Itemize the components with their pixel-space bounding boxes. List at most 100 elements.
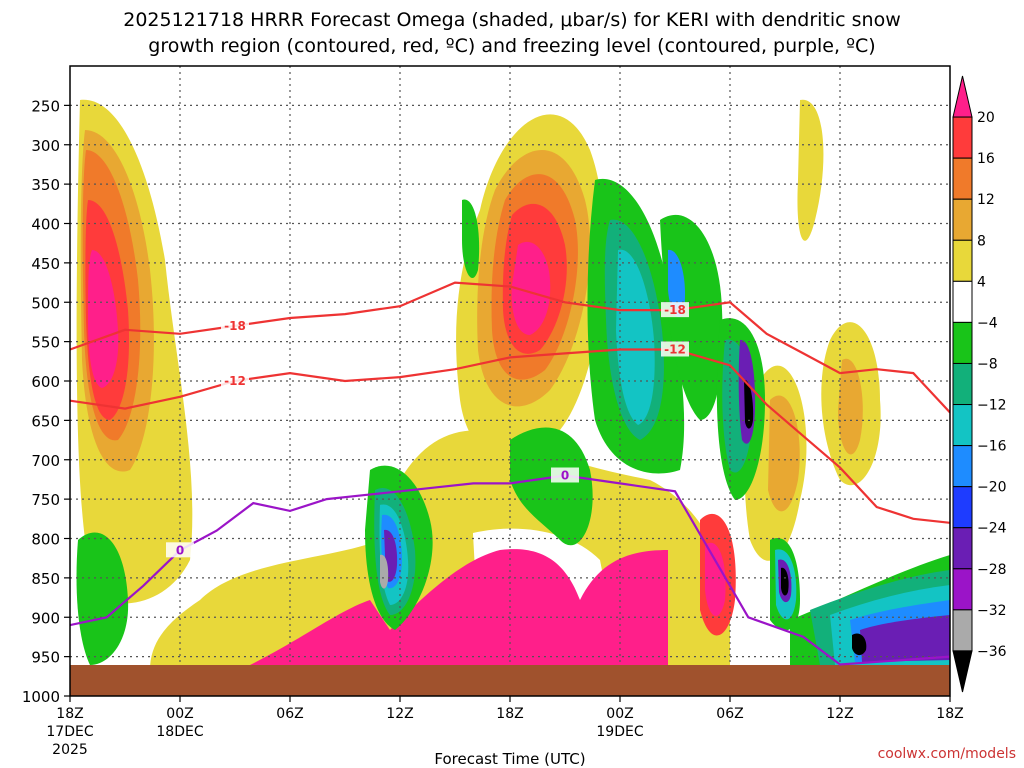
colorbar-swatch (952, 157, 973, 200)
y-tick-label: 600 (31, 373, 60, 391)
x-tick-date-label: 17DEC (46, 724, 93, 740)
x-tick-label: 00Z (166, 706, 193, 722)
contour-lines: -18 -18 -12 -12 0 0 (70, 281, 950, 666)
colorbar-swatch (952, 321, 973, 364)
colorbar-swatch (952, 527, 973, 570)
colorbar-swatch (952, 362, 973, 406)
colorbar-swatch (952, 486, 973, 529)
y-tick-label: 550 (31, 334, 60, 352)
colorbar-label: −8 (977, 356, 998, 372)
colorbar-label: −4 (977, 315, 998, 331)
grid-lines (70, 66, 950, 696)
colorbar-swatch (952, 609, 973, 652)
x-tick-label: 18Z (936, 706, 963, 722)
terrain-below-ground (70, 665, 950, 696)
contour-label-bg (551, 467, 579, 483)
x-tick-date-label: 19DEC (596, 724, 643, 740)
colorbar-label: −20 (977, 480, 1007, 496)
contour-label-bg (661, 341, 689, 357)
omega-descent-16 (616, 249, 655, 425)
omega-descent-36 (744, 379, 754, 429)
y-tick-label: 850 (31, 570, 60, 588)
colorbar-label: 4 (977, 274, 986, 290)
x-axis: 18Z 17DEC 2025 00Z 18DEC 06Z 12Z 18Z 00Z 19DEC 06Z… (46, 696, 964, 758)
contour-label: -18 (664, 303, 686, 317)
colorbar-swatch (952, 116, 973, 159)
omega-descent-8 (462, 199, 480, 279)
x-tick-label: 18Z (56, 706, 83, 722)
colorbar-label: −28 (977, 562, 1007, 578)
colorbar-swatch (952, 568, 973, 611)
chart-title-line1: 2025121718 HRRR Forecast Omega (shaded, … (123, 9, 901, 31)
y-tick-label: 800 (31, 531, 60, 549)
y-tick-label: 950 (31, 649, 60, 667)
y-axis: 250 300 350 400 450 500 550 600 650 700 750 800 850 9… (22, 97, 70, 706)
x-tick-label: 18Z (496, 706, 523, 722)
omega-ascent-8 (838, 358, 863, 455)
colorbar-swatch (952, 650, 973, 693)
colorbar-legend: 20 16 12 8 4 −4 −8 −12 −16 −20 −24 −28 −32 −36 (952, 75, 1007, 693)
contour-label-bg (221, 373, 249, 388)
omega-ascent-20 (88, 250, 119, 388)
contour-label: -18 (224, 319, 246, 333)
y-tick-label: 900 (31, 609, 60, 627)
colorbar-label: −32 (977, 603, 1007, 619)
omega-descent-20 (668, 249, 686, 318)
colorbar-label: 12 (977, 192, 995, 208)
x-tick-label: 12Z (386, 706, 413, 722)
y-tick-label: 350 (31, 176, 60, 194)
colorbar-label: 8 (977, 233, 986, 249)
x-axis-label: Forecast Time (UTC) (434, 750, 585, 768)
y-tick-label: 650 (31, 412, 60, 430)
omega-descent-28 (860, 615, 950, 662)
colorbar-label: −24 (977, 521, 1007, 537)
omega-ascent-8 (768, 395, 800, 512)
omega-descent-32 (380, 554, 389, 589)
y-tick-label: 250 (31, 97, 60, 115)
y-tick-label: 750 (31, 491, 60, 509)
chart-title-line2: growth region (contoured, red, ºC) and f… (148, 35, 875, 57)
colorbar-swatch (952, 75, 973, 118)
colorbar-label: 16 (977, 151, 995, 167)
colorbar-label: 20 (977, 110, 995, 126)
y-tick-label: 450 (31, 255, 60, 273)
contour-label-bg (661, 302, 689, 318)
omega-ascent-4 (797, 99, 824, 241)
contour-label: -12 (224, 374, 246, 388)
omega-ascent-20 (511, 241, 551, 335)
colorbar-swatch (952, 404, 973, 447)
contour-label-bg (221, 317, 249, 333)
y-tick-label: 300 (31, 137, 60, 155)
contour-label: 0 (176, 543, 184, 557)
contour-label: 0 (561, 469, 569, 483)
source-credit: coolwx.com/models (878, 746, 1016, 762)
omega-shading (76, 99, 950, 670)
colorbar-label: −16 (977, 439, 1007, 455)
contour-freezing_level (70, 474, 950, 666)
x-tick-label: 06Z (716, 706, 743, 722)
colorbar-swatch (952, 445, 973, 488)
colorbar-label: −12 (977, 398, 1007, 414)
omega-descent-36 (781, 567, 789, 596)
contour-label-bg (166, 542, 194, 558)
x-tick-date-label: 18DEC (156, 724, 203, 740)
omega-descent-8 (510, 427, 593, 546)
colorbar-label: −36 (977, 644, 1007, 660)
y-tick-label: 700 (31, 452, 60, 470)
x-tick-year-label: 2025 (52, 742, 88, 758)
x-tick-label: 00Z (606, 706, 633, 722)
y-tick-label: 500 (31, 294, 60, 312)
colorbar-swatch (952, 280, 973, 323)
x-tick-label: 06Z (276, 706, 303, 722)
omega-descent-36 (852, 633, 867, 656)
contour-label: -12 (664, 343, 686, 357)
colorbar-swatch (952, 198, 973, 241)
omega-ascent-20 (705, 542, 726, 617)
y-tick-label: 1000 (22, 688, 60, 706)
y-tick-label: 400 (31, 216, 60, 234)
omega-descent-8 (76, 532, 129, 665)
colorbar-swatch (952, 239, 973, 282)
plot-area: -18 -18 -12 -12 0 0 (70, 66, 950, 696)
x-tick-label: 12Z (826, 706, 853, 722)
